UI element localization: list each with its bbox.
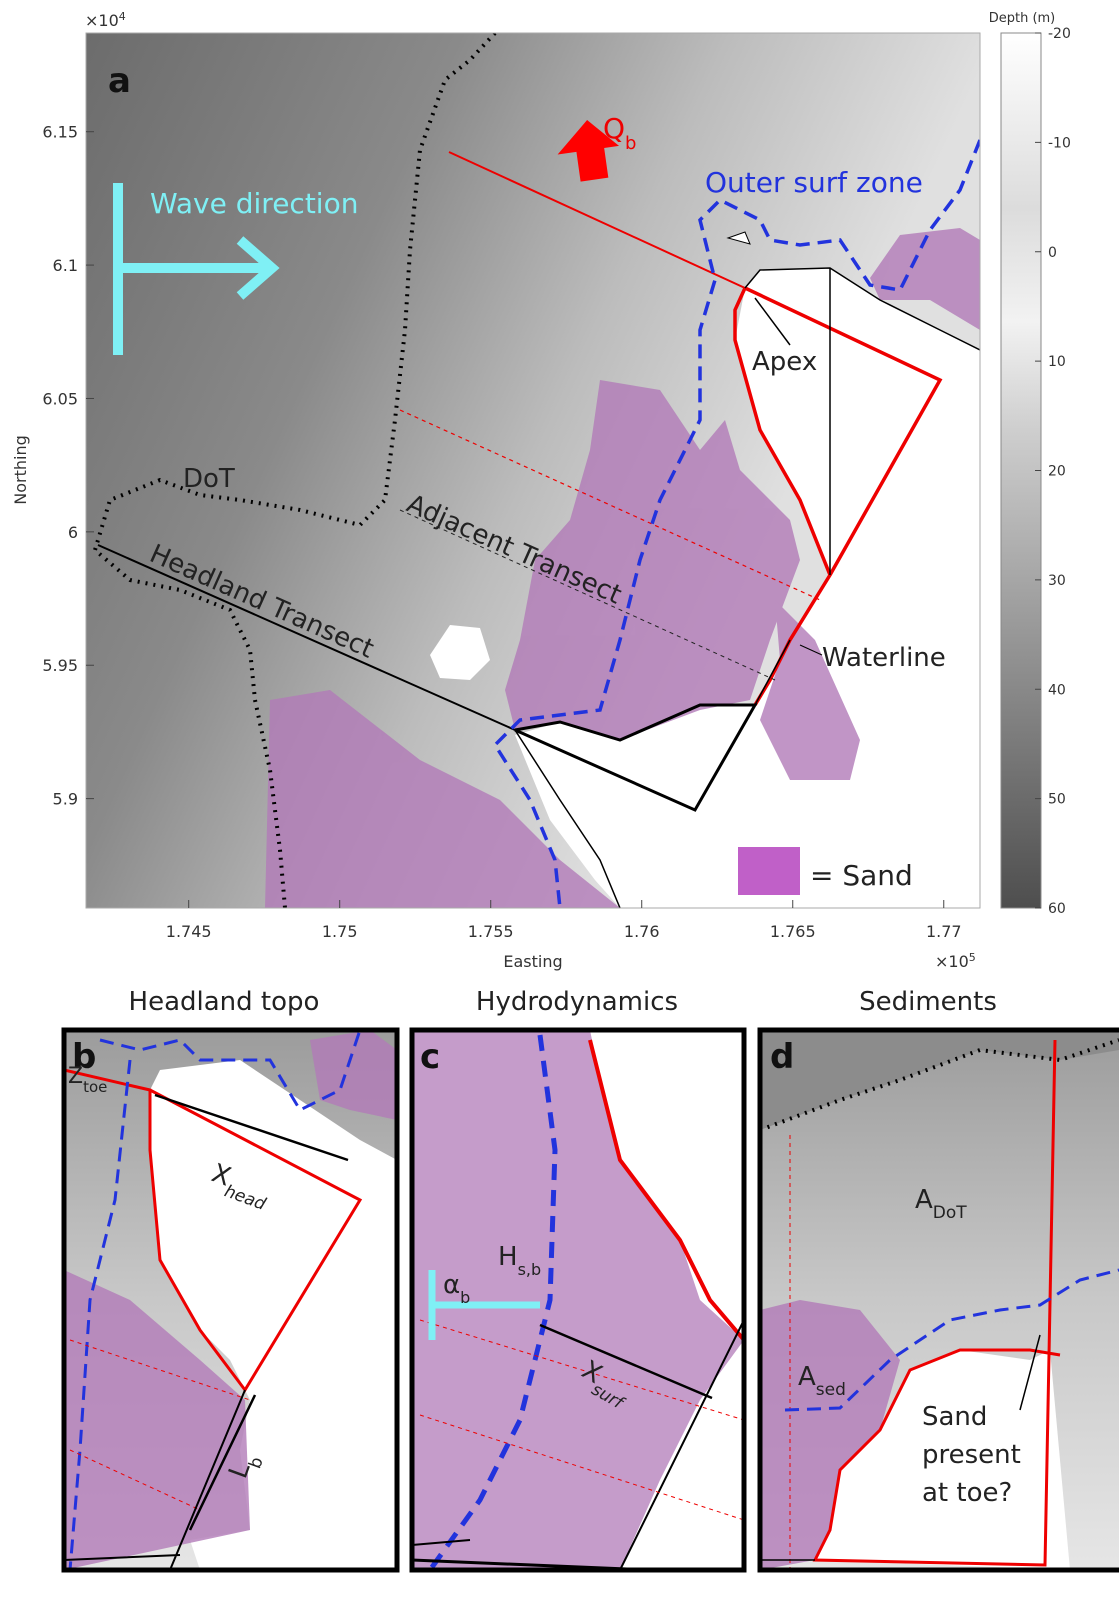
x-exponent: ×105 — [935, 951, 976, 972]
map-b — [64, 1030, 397, 1570]
annotation: Z — [68, 1064, 83, 1089]
colorbar-tick-label: 0 — [1048, 245, 1057, 261]
x-tick-label: 1.745 — [166, 922, 212, 941]
annotation: sed — [816, 1380, 846, 1400]
colorbar-tick-label: 30 — [1048, 573, 1066, 589]
x-exponent: 5 — [969, 951, 976, 964]
annotation: Apex — [752, 347, 817, 377]
panel-title: Hydrodynamics — [476, 987, 678, 1017]
annotation: Waterline — [822, 643, 946, 673]
x-tick-label: 1.76 — [624, 922, 660, 941]
annotation: DoT — [933, 1203, 967, 1223]
y-exponent: ×10 — [85, 11, 119, 30]
panel-title: Headland topo — [129, 987, 320, 1017]
y-tick-label: 5.95 — [42, 656, 78, 675]
y-tick-label: 5.9 — [53, 790, 78, 809]
legend-label: = Sand — [810, 859, 913, 892]
annotation: at toe? — [922, 1478, 1012, 1508]
annotation: present — [922, 1440, 1021, 1470]
y-tick-label: 6.1 — [53, 256, 78, 275]
colorbar-title: Depth (m) — [989, 11, 1056, 26]
colorbar-tick-label: 60 — [1048, 901, 1066, 917]
annotation: Q — [603, 112, 625, 145]
annotation: Outer surf zone — [705, 166, 923, 199]
y-axis-label: Northing — [11, 435, 30, 505]
annotation: Wave direction — [150, 187, 358, 220]
annotation: s,b — [518, 1260, 542, 1279]
annotation: α — [443, 1270, 460, 1300]
annotation: A — [798, 1362, 816, 1392]
annotation: b — [460, 1288, 470, 1307]
x-tick-label: 1.75 — [322, 922, 358, 941]
y-tick-label: 6.05 — [42, 389, 78, 408]
panel-title: Sediments — [859, 987, 997, 1017]
annotation: b — [625, 133, 636, 154]
panel-label: d — [770, 1037, 794, 1077]
x-axis-label: Easting — [503, 952, 562, 971]
colorbar-tick-label: -20 — [1048, 26, 1071, 42]
figure: 1.745 1.75 1.755 1.76 1.765 1.77 5.9 5.95 6 6.05 6… — [0, 0, 1119, 1620]
y-tick-label: 6 — [68, 523, 78, 542]
colorbar-tick-label: 10 — [1048, 354, 1066, 370]
colorbar-tick-label: 50 — [1048, 792, 1066, 808]
panel-label: a — [108, 61, 131, 101]
y-exponent: ×104 — [85, 10, 126, 31]
annotation: toe — [83, 1078, 107, 1096]
annotation: Sand — [922, 1402, 987, 1432]
x-exponent: ×10 — [935, 952, 969, 971]
colorbar-tick-label: 40 — [1048, 682, 1066, 698]
colorbar-tick-label: -10 — [1048, 135, 1071, 151]
x-tick-label: 1.77 — [926, 922, 962, 941]
y-tick-label: 6.15 — [42, 123, 78, 142]
panel-label: c — [420, 1037, 440, 1077]
annotation: H — [498, 1242, 518, 1272]
y-exponent: 4 — [119, 10, 126, 23]
annotation: DoT — [183, 464, 235, 494]
annotation: A — [915, 1185, 933, 1215]
x-tick-label: 1.765 — [770, 922, 816, 941]
x-tick-label: 1.755 — [468, 922, 514, 941]
colorbar-tick-label: 20 — [1048, 464, 1066, 480]
